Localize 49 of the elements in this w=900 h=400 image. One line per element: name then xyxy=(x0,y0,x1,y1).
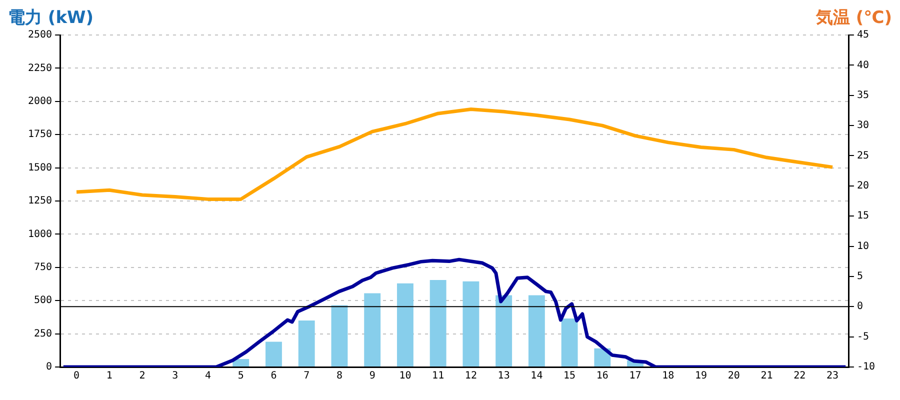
y-tick-label: 500 xyxy=(34,295,52,306)
y-tick-label: 1750 xyxy=(28,129,52,140)
x-tick-label: 12 xyxy=(464,370,477,382)
y-tick-label: 1250 xyxy=(28,196,52,207)
y-tick-label: 1000 xyxy=(28,228,52,240)
y-tick-label: 2500 xyxy=(28,30,52,41)
x-tick-label: 0 xyxy=(74,370,80,382)
y2-tick-label: 30 xyxy=(856,120,869,132)
x-tick-label: 18 xyxy=(662,370,674,382)
x-tick-label: 7 xyxy=(304,370,310,382)
y2-tick-label: 0 xyxy=(856,301,863,312)
y-tick-label: 2250 xyxy=(28,62,52,74)
y2-tick-label: 25 xyxy=(856,150,869,162)
x-tick-label: 21 xyxy=(760,370,773,382)
x-tick-label: 5 xyxy=(238,370,244,382)
x-tick-label: 16 xyxy=(596,370,608,382)
x-tick-label: 3 xyxy=(172,370,178,382)
y2-tick-label: 40 xyxy=(856,60,869,71)
x-tick-label: 11 xyxy=(432,370,444,382)
x-tick-label: 19 xyxy=(695,370,708,382)
y-axis-title: 電力 (kW) xyxy=(8,7,94,29)
y-tick-label: 0 xyxy=(46,362,52,373)
y-tick-label: 2000 xyxy=(28,96,52,107)
y-tick-label: 1500 xyxy=(28,162,52,174)
y2-tick-label: 15 xyxy=(856,210,869,222)
x-tick-label: 1 xyxy=(106,370,112,382)
y2-tick-label: 10 xyxy=(856,240,869,252)
x-tick-label: 23 xyxy=(826,370,839,382)
y-tick-label: 750 xyxy=(34,262,52,273)
x-tick-label: 22 xyxy=(794,370,806,382)
x-tick-label: 13 xyxy=(498,370,510,382)
y2-tick-label: -10 xyxy=(856,362,875,373)
y2-tick-label: 5 xyxy=(856,271,863,282)
x-tick-label: 14 xyxy=(530,370,543,382)
x-tick-label: 8 xyxy=(336,370,342,382)
x-tick-label: 9 xyxy=(369,370,376,382)
x-tick-label: 6 xyxy=(270,370,277,382)
x-tick-label: 15 xyxy=(564,370,576,382)
y2-tick-label: -5 xyxy=(856,331,869,342)
y2-tick-label: 45 xyxy=(856,30,869,41)
x-tick-label: 4 xyxy=(204,370,212,382)
y2-tick-label: 35 xyxy=(856,90,869,101)
y2-axis-title: 気温 (℃) xyxy=(816,7,892,29)
x-tick-label: 17 xyxy=(629,370,642,382)
y2-tick-label: 20 xyxy=(856,180,869,192)
y-tick-label: 250 xyxy=(34,328,52,340)
x-tick-label: 20 xyxy=(728,370,740,382)
x-tick-label: 2 xyxy=(139,370,146,382)
x-tick-label: 10 xyxy=(399,370,412,382)
